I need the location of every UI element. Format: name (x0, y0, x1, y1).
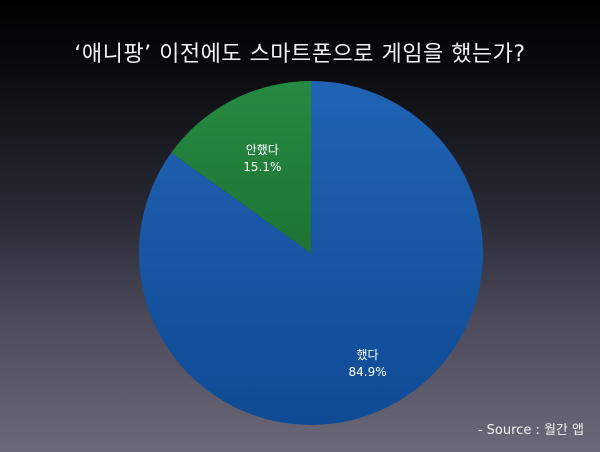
slice-label-yes-category: 했다 (357, 348, 379, 362)
pie-slice-no (171, 81, 311, 253)
slice-label-no-category: 안했다 (246, 143, 279, 157)
chart-title: ‘애니팡’ 이전에도 스마트폰으로 게임을 했는가? (74, 42, 526, 67)
source-note: - Source : 월간 앱 (477, 423, 584, 438)
slice-label-yes-value: 84.9% (349, 365, 387, 379)
slice-label-yes: 했다 84.9% (349, 348, 387, 379)
pie-labels: 했다 84.9% 안했다 15.1% (243, 143, 386, 379)
slice-label-no: 안했다 15.1% (243, 143, 281, 174)
slice-label-no-value: 15.1% (243, 160, 281, 174)
pie-slices (138, 81, 483, 425)
